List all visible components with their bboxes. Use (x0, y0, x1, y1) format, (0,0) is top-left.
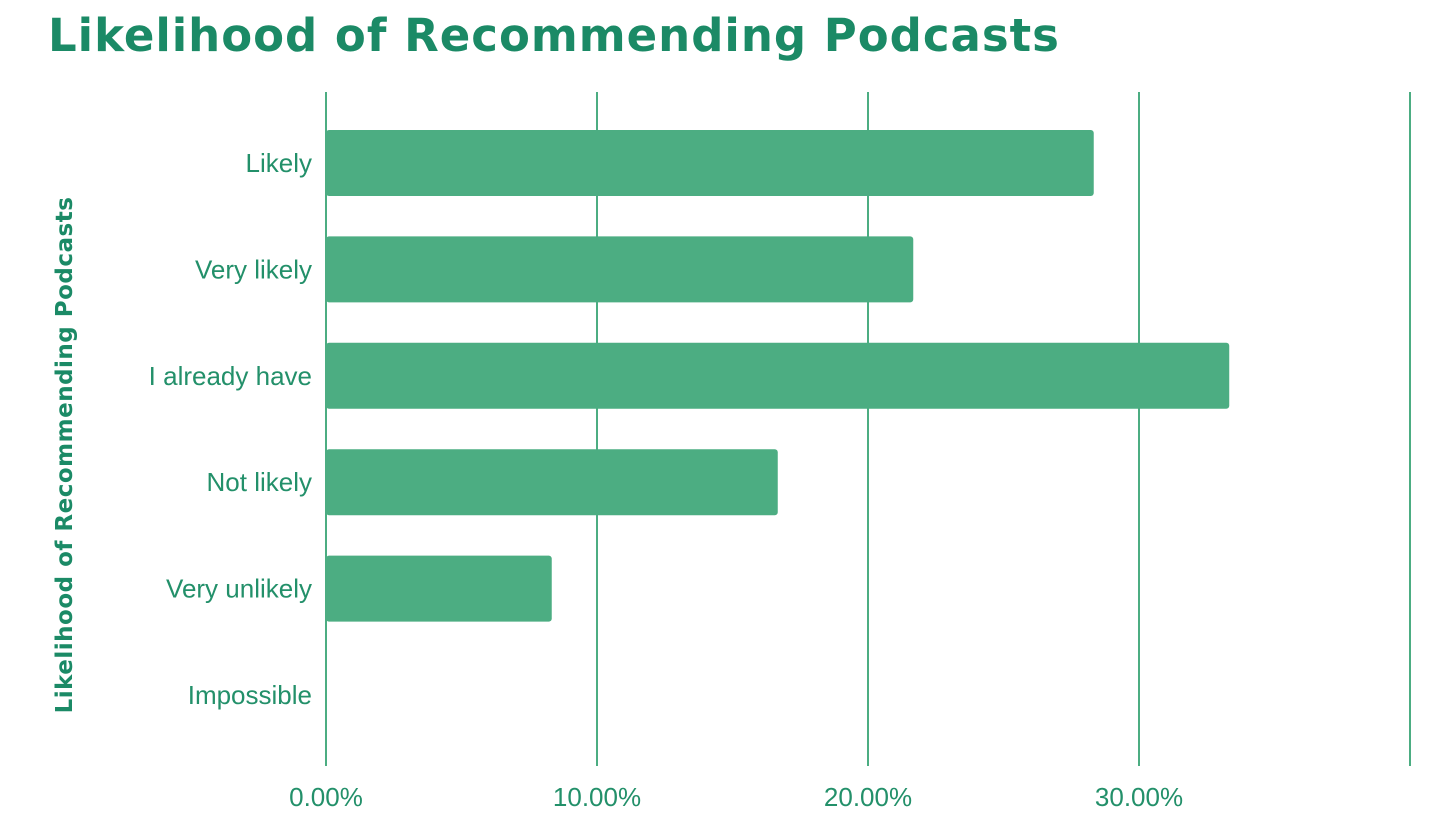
category-label: Very unlikely (166, 574, 312, 604)
category-label: Not likely (207, 467, 312, 497)
category-labels: Likely Very likely I already have Not likel… (149, 148, 312, 710)
y-axis-title: Likelihood of Recommending Podcasts (52, 197, 78, 714)
x-tick-label: 30.00% (1095, 782, 1183, 812)
x-tick-label: 10.00% (553, 782, 641, 812)
bar (326, 555, 552, 622)
x-tick-label: 20.00% (824, 782, 912, 812)
category-label: Impossible (188, 680, 312, 710)
category-label: I already have (149, 361, 312, 391)
bar (326, 342, 1230, 409)
x-tick-labels: 0.00% 10.00% 20.00% 30.00% (289, 782, 1183, 812)
chart-title: Likelihood of Recommending Podcasts (48, 9, 1060, 62)
x-tick-label: 0.00% (289, 782, 363, 812)
bar (326, 449, 778, 516)
category-label: Very likely (195, 254, 312, 284)
bars (326, 130, 1230, 622)
bar (326, 236, 914, 303)
bar (326, 130, 1094, 196)
category-label: Likely (246, 148, 312, 178)
grid-lines (325, 92, 1411, 766)
